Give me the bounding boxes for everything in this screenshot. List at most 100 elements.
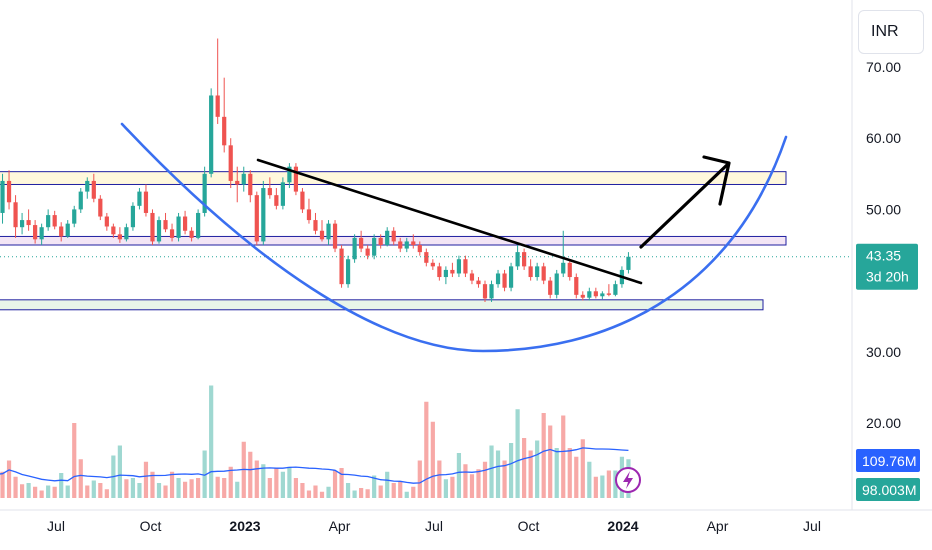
candle	[508, 262, 514, 292]
candle	[235, 166, 240, 203]
lightning-icon	[615, 467, 641, 493]
volume-bar	[261, 464, 266, 498]
candle	[202, 166, 207, 217]
currency-label: INR	[871, 23, 899, 40]
volume-bar	[0, 471, 5, 498]
volume-bar	[130, 478, 136, 498]
volume-bar	[437, 460, 442, 498]
candle-body	[130, 205, 136, 228]
candle-body	[306, 209, 312, 221]
time-tick-label: 2023	[229, 518, 260, 534]
candle	[150, 209, 155, 245]
volume-bar	[39, 490, 44, 498]
candle-body	[463, 259, 468, 274]
candle	[287, 163, 292, 189]
time-tick-label: Oct	[140, 518, 162, 534]
volume-bar	[137, 483, 142, 498]
volume-bar	[313, 485, 318, 498]
volume-bar	[404, 491, 409, 498]
candle-body	[502, 273, 507, 288]
candle	[476, 277, 481, 288]
candle	[91, 173, 96, 203]
candle-body	[280, 182, 285, 206]
candle	[215, 38, 220, 124]
candle-body	[19, 220, 25, 228]
volume-bar	[169, 471, 175, 498]
candle	[587, 287, 592, 301]
volume-bar	[359, 488, 364, 498]
candle	[6, 170, 12, 210]
candle-body	[378, 237, 383, 245]
candle	[554, 269, 559, 299]
volume-tag-value: 109.76M	[862, 453, 916, 469]
candle	[267, 177, 272, 199]
breakout-arrow-head	[702, 155, 731, 206]
candle-body	[411, 241, 416, 245]
volume-bar	[443, 479, 448, 498]
candle-body	[98, 198, 103, 217]
candle-body	[202, 173, 207, 213]
candle-body	[398, 241, 403, 249]
volume-bar	[469, 474, 475, 498]
candle-body	[450, 269, 455, 274]
volume-bar	[391, 483, 396, 498]
candle-body	[391, 230, 396, 242]
candle-body	[522, 252, 527, 267]
time-tick-label: Jul	[803, 518, 821, 534]
candle	[456, 255, 462, 278]
volume-bar	[345, 483, 351, 498]
volume-bar	[495, 450, 501, 498]
candle	[26, 209, 31, 231]
volume-bar	[319, 491, 325, 498]
candle	[319, 220, 325, 242]
cup-curve	[120, 122, 788, 353]
currency-button[interactable]: INR	[858, 10, 924, 54]
candle	[228, 138, 233, 189]
volume-bar	[332, 470, 338, 498]
volume-bar	[156, 483, 162, 498]
volume-bar	[293, 478, 299, 498]
candle	[72, 205, 77, 228]
candle	[417, 241, 422, 256]
volume-bar	[417, 460, 422, 498]
candle-body	[150, 212, 155, 242]
time-axis[interactable]: Jul Oct 2023 Apr Jul Oct 2024 Apr Jul	[0, 509, 932, 534]
volume-bar	[528, 450, 533, 498]
volume-bar	[91, 480, 96, 498]
candle-body	[495, 273, 501, 285]
candle	[548, 277, 553, 299]
candle-body	[443, 269, 448, 278]
candle-body	[241, 173, 246, 185]
candle	[293, 163, 299, 196]
candle	[574, 273, 579, 299]
candle	[222, 77, 227, 153]
volume-bar	[124, 479, 129, 498]
candle-body	[6, 180, 12, 203]
volume-bar	[567, 448, 572, 498]
volume-bar	[78, 459, 83, 498]
candle	[424, 248, 429, 267]
volume-bar	[202, 450, 207, 498]
candle-body	[59, 226, 64, 237]
price-axis[interactable]: 70.00 60.00 50.00 30.00 20.00	[851, 0, 901, 510]
candle	[437, 262, 442, 281]
candle-body	[254, 195, 259, 242]
candle-body	[561, 262, 566, 274]
candle-body	[541, 266, 546, 281]
volume-bar	[541, 413, 546, 498]
volume-bar	[548, 425, 553, 498]
candle	[19, 212, 25, 235]
candle-body	[228, 145, 233, 181]
candle	[248, 170, 253, 203]
volume-bar	[182, 481, 188, 498]
volume-bar	[554, 448, 559, 498]
breakout-arrow	[639, 162, 730, 249]
candle	[254, 191, 259, 245]
volume-bar	[456, 453, 462, 498]
candle-body	[587, 291, 592, 298]
candle-body	[222, 116, 227, 146]
candle-body	[437, 266, 442, 278]
candle	[39, 223, 44, 245]
candle-body	[365, 248, 370, 256]
